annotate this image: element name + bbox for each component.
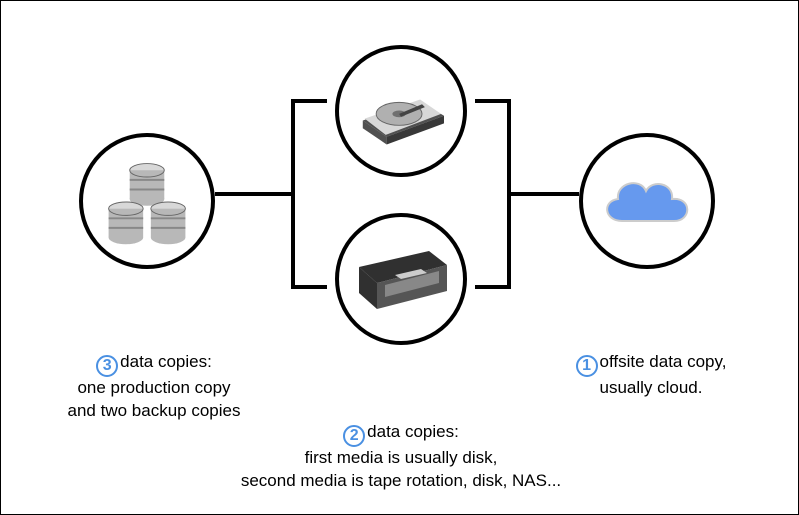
label-bottom-line2: first media is usually disk, [305, 448, 498, 467]
number-badge-1: 1 [576, 355, 598, 377]
label-bottom-line1: data copies: [367, 422, 459, 441]
tape-cartridge-icon [351, 239, 451, 319]
cloud-icon [592, 161, 702, 241]
bracket-right [475, 99, 511, 289]
label-left-line1: data copies: [120, 352, 212, 371]
node-disk [335, 45, 467, 177]
label-left-line3: and two backup copies [68, 401, 241, 420]
label-right-line1: offsite data copy, [600, 352, 727, 371]
connector-left [215, 192, 291, 196]
bracket-left [291, 99, 327, 289]
node-cloud [579, 133, 715, 269]
label-right: 1offsite data copy, usually cloud. [541, 351, 761, 400]
label-left-line2: one production copy [77, 378, 230, 397]
connector-right [511, 192, 579, 196]
label-bottom-line3: second media is tape rotation, disk, NAS… [241, 471, 561, 490]
number-badge-3: 3 [96, 355, 118, 377]
number-badge-2: 2 [343, 425, 365, 447]
label-bottom: 2data copies: first media is usually dis… [201, 421, 601, 493]
node-tape [335, 213, 467, 345]
hard-disk-icon [353, 68, 449, 154]
node-production [79, 133, 215, 269]
label-left: 3data copies: one production copy and tw… [49, 351, 259, 423]
label-right-line2: usually cloud. [599, 378, 702, 397]
database-cluster-icon [99, 153, 195, 249]
